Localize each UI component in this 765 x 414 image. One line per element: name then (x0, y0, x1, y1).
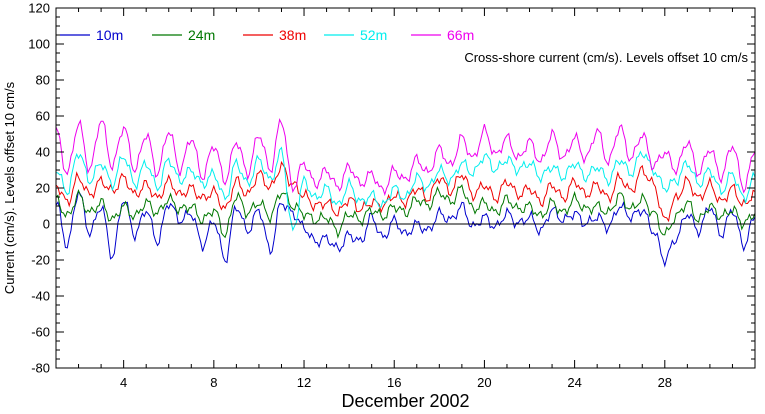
y-tick-label: 40 (36, 145, 50, 160)
legend-label-24m: 24m (188, 27, 215, 43)
y-axis-title: Current (cm/s). Levels offset 10 cm/s (2, 81, 17, 294)
x-tick-label: 4 (120, 375, 127, 390)
series-line-66m (55, 118, 756, 197)
series-line-10m (55, 189, 756, 268)
ticks-layer: -80 -60 -40 -20 0 20 40 60 80 100 120 4 8 12 16 20 24 28 (28, 1, 756, 390)
x-tick-label: 16 (387, 375, 401, 390)
series-line-52m (55, 146, 756, 232)
x-tick-label: 8 (210, 375, 217, 390)
y-tick-label: 0 (43, 217, 50, 232)
y-tick-label: 60 (36, 109, 50, 124)
series-line-38m (55, 160, 756, 223)
series-line-24m (55, 184, 756, 239)
y-tick-label: 20 (36, 181, 50, 196)
y-tick-label: -60 (31, 325, 50, 340)
x-tick-label: 24 (567, 375, 581, 390)
legend-label-52m: 52m (360, 27, 387, 43)
x-tick-label: 20 (477, 375, 491, 390)
chart-title: Cross-shore current (cm/s). Levels offse… (464, 50, 748, 65)
y-tick-label: -40 (31, 289, 50, 304)
x-tick-label: 28 (658, 375, 672, 390)
legend-label-10m: 10m (96, 27, 123, 43)
y-tick-label: 120 (28, 1, 50, 16)
y-tick-label: 80 (36, 73, 50, 88)
legend-label-66m: 66m (447, 27, 474, 43)
legend-label-38m: 38m (279, 27, 306, 43)
series-layer (55, 118, 756, 268)
legend: 10m 24m 38m 52m 66m (60, 27, 474, 43)
y-tick-label: 100 (28, 37, 50, 52)
y-tick-label: -20 (31, 253, 50, 268)
x-tick-label: 12 (297, 375, 311, 390)
y-tick-label: -80 (31, 361, 50, 376)
x-axis-title: December 2002 (341, 391, 469, 411)
